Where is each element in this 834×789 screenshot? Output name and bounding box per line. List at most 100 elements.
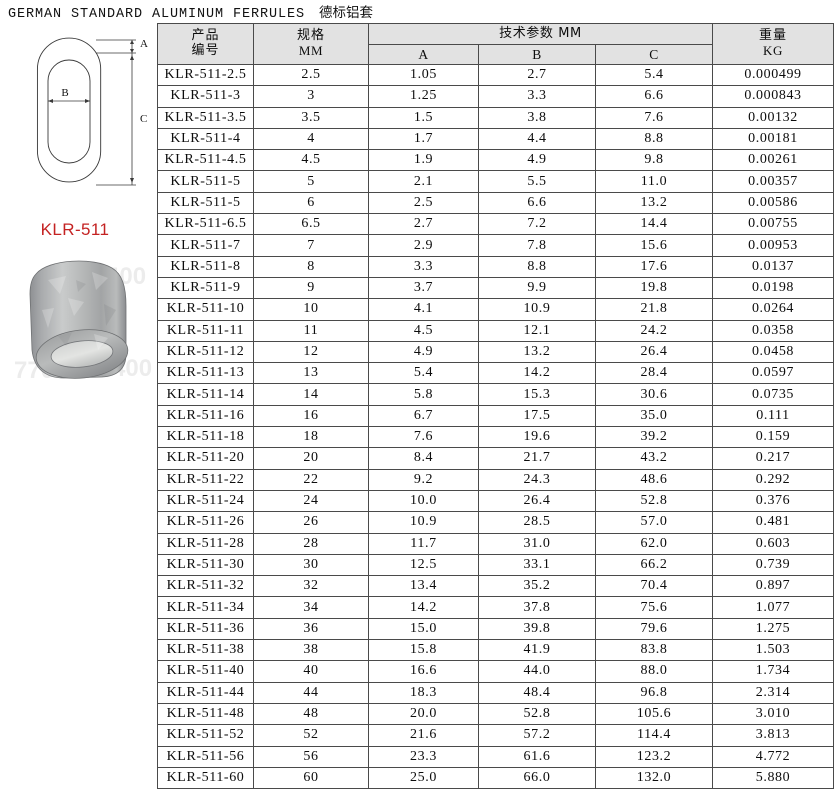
cell-dim-c: 48.6 bbox=[595, 468, 713, 491]
table-row: KLR-511-20 20 8.4 21.7 43.2 0.217 bbox=[157, 447, 834, 470]
header-specification: 规格 MM bbox=[253, 23, 369, 65]
cell-product-number: KLR-511-3 bbox=[157, 85, 254, 108]
table-row: KLR-511-28 28 11.7 31.0 62.0 0.603 bbox=[157, 532, 834, 555]
cell-weight: 0.0597 bbox=[712, 362, 834, 385]
cell-weight: 0.376 bbox=[712, 489, 834, 513]
cell-dim-c: 15.6 bbox=[595, 234, 713, 257]
header-dim-a: A bbox=[368, 44, 479, 65]
cell-product-number: KLR-511-48 bbox=[157, 702, 254, 726]
cell-dim-c: 7.6 bbox=[595, 106, 713, 129]
cell-dim-a: 20.0 bbox=[368, 702, 479, 726]
table-row: KLR-511-56 56 23.3 61.6 123.2 4.772 bbox=[157, 745, 834, 768]
cell-product-number: KLR-511-18 bbox=[157, 426, 254, 449]
cell-product-number: KLR-511-16 bbox=[157, 404, 254, 428]
dim-c-arrow-bottom bbox=[130, 178, 134, 183]
cell-dim-b: 21.7 bbox=[478, 447, 596, 470]
ferrule-bore bbox=[50, 340, 114, 368]
cell-dim-c: 9.8 bbox=[595, 149, 713, 172]
cell-dim-c: 52.8 bbox=[595, 489, 713, 513]
cell-dim-c: 39.2 bbox=[595, 426, 713, 449]
header-product-number: 产品 编号 bbox=[157, 23, 254, 65]
left-panel: A C B KLR-511 bbox=[0, 22, 155, 753]
table-row: KLR-511-2.5 2.5 1.05 2.7 5.4 0.000499 bbox=[157, 63, 834, 87]
cell-specification: 12 bbox=[253, 340, 369, 364]
table-row: KLR-511-12 12 4.9 13.2 26.4 0.0458 bbox=[157, 340, 834, 364]
cell-product-number: KLR-511-52 bbox=[157, 724, 254, 747]
cell-dim-b: 4.4 bbox=[478, 127, 596, 151]
cell-specification: 14 bbox=[253, 383, 369, 406]
cell-weight: 2.314 bbox=[712, 681, 834, 704]
header-weight-unit: KG bbox=[763, 43, 783, 58]
cell-specification: 38 bbox=[253, 639, 369, 662]
cell-weight: 4.772 bbox=[712, 745, 834, 768]
cell-dim-a: 13.4 bbox=[368, 575, 479, 598]
page-title-chinese: 德标铝套 bbox=[319, 5, 374, 21]
table-row: KLR-511-7 7 2.9 7.8 15.6 0.00953 bbox=[157, 234, 834, 257]
cell-dim-a: 23.3 bbox=[368, 745, 479, 768]
cell-dim-c: 43.2 bbox=[595, 447, 713, 470]
part-code-label: KLR-511 bbox=[40, 220, 110, 239]
table-row: KLR-511-9 9 3.7 9.9 19.8 0.0198 bbox=[157, 276, 834, 300]
cell-dim-a: 1.7 bbox=[368, 127, 479, 151]
cell-dim-b: 2.7 bbox=[478, 63, 596, 87]
outer-outline bbox=[36, 37, 102, 183]
cell-specification: 36 bbox=[253, 617, 369, 641]
cell-weight: 3.010 bbox=[712, 702, 834, 726]
header-specification-line1: 规格 bbox=[296, 28, 325, 44]
cell-specification: 13 bbox=[253, 362, 369, 385]
photo-svg: 400 7700 400 bbox=[14, 260, 152, 384]
cell-specification: 7 bbox=[253, 234, 369, 257]
cell-dim-b: 66.0 bbox=[478, 766, 596, 789]
cell-specification: 30 bbox=[253, 553, 369, 577]
cell-weight: 0.0137 bbox=[712, 255, 834, 278]
cell-dim-c: 96.8 bbox=[595, 681, 713, 704]
header-dim-c: C bbox=[595, 44, 713, 65]
cell-dim-b: 57.2 bbox=[478, 724, 596, 747]
ferrule-cross-section-diagram: A C B bbox=[0, 22, 155, 200]
cell-dim-b: 5.5 bbox=[478, 170, 596, 193]
cell-weight: 0.00953 bbox=[712, 234, 834, 257]
cell-product-number: KLR-511-56 bbox=[157, 745, 254, 768]
cell-dim-b: 35.2 bbox=[478, 575, 596, 598]
cell-dim-a: 12.5 bbox=[368, 553, 479, 577]
cell-weight: 0.000499 bbox=[712, 63, 834, 87]
cell-dim-b: 15.3 bbox=[478, 383, 596, 406]
cell-specification: 11 bbox=[253, 319, 369, 342]
cell-specification: 52 bbox=[253, 724, 369, 747]
cell-weight: 0.00357 bbox=[712, 170, 834, 193]
cell-dim-b: 9.9 bbox=[478, 276, 596, 300]
cell-specification: 18 bbox=[253, 426, 369, 449]
cell-product-number: KLR-511-7 bbox=[157, 234, 254, 257]
cell-specification: 10 bbox=[253, 298, 369, 321]
cell-specification: 9 bbox=[253, 276, 369, 300]
cell-dim-c: 88.0 bbox=[595, 660, 713, 683]
dim-b-arrow-left bbox=[48, 99, 53, 103]
cell-weight: 0.00755 bbox=[712, 213, 834, 236]
cell-specification: 4 bbox=[253, 127, 369, 151]
cell-dim-c: 114.4 bbox=[595, 724, 713, 747]
cell-specification: 60 bbox=[253, 766, 369, 789]
cell-weight: 5.880 bbox=[712, 766, 834, 789]
cell-weight: 0.481 bbox=[712, 511, 834, 534]
cell-specification: 26 bbox=[253, 511, 369, 534]
cell-weight: 0.217 bbox=[712, 447, 834, 470]
table-row: KLR-511-18 18 7.6 19.6 39.2 0.159 bbox=[157, 426, 834, 449]
cell-dim-a: 8.4 bbox=[368, 447, 479, 470]
cell-dim-a: 14.2 bbox=[368, 596, 479, 619]
cell-weight: 1.734 bbox=[712, 660, 834, 683]
cell-dim-c: 11.0 bbox=[595, 170, 713, 193]
specification-table: 产品 编号 规格 MM 技术参数 MM 重量 KG bbox=[157, 23, 834, 789]
cell-dim-b: 6.6 bbox=[478, 191, 596, 215]
cell-specification: 32 bbox=[253, 575, 369, 598]
cell-weight: 0.739 bbox=[712, 553, 834, 577]
ferrule-product-photo: 400 7700 400 bbox=[8, 250, 153, 425]
table-row: KLR-511-4 4 1.7 4.4 8.8 0.00181 bbox=[157, 127, 834, 151]
cell-dim-a: 4.9 bbox=[368, 340, 479, 364]
cell-dim-b: 44.0 bbox=[478, 660, 596, 683]
cell-product-number: KLR-511-14 bbox=[157, 383, 254, 406]
page-title: GERMAN STANDARD ALUMINUM FERRULES 德标铝套 bbox=[8, 1, 373, 22]
cell-product-number: KLR-511-60 bbox=[157, 766, 254, 789]
cell-specification: 16 bbox=[253, 404, 369, 428]
cell-dim-b: 37.8 bbox=[478, 596, 596, 619]
cell-specification: 56 bbox=[253, 745, 369, 768]
